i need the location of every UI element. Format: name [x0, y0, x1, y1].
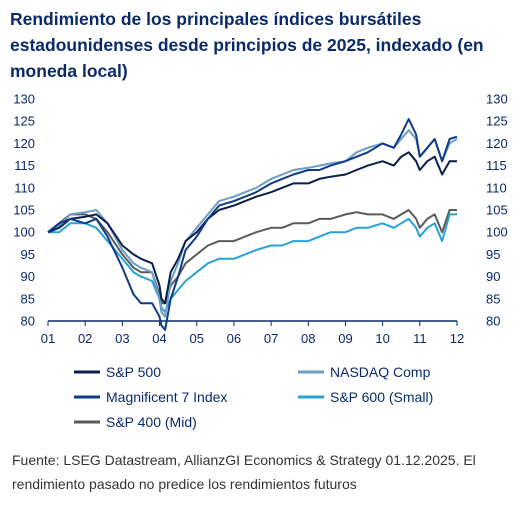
x-tick-label: 05 — [189, 331, 203, 346]
y-tick-label-left: 80 — [21, 314, 35, 329]
source-note: Fuente: LSEG Datastream, AllianzGI Econo… — [12, 452, 476, 492]
y-tick-label-right: 115 — [486, 158, 507, 173]
y-tick-label-right: 95 — [486, 247, 500, 262]
x-tick-label: 11 — [413, 331, 427, 346]
y-tick-label-right: 80 — [486, 314, 500, 329]
y-axis-right: 80 85 90 95 100 105 110 115 120 125 130 — [486, 92, 508, 329]
y-tick-label-right: 90 — [486, 269, 500, 284]
x-tick-label: 03 — [115, 331, 129, 346]
y-tick-label-left: 110 — [14, 180, 35, 195]
legend: S&P 500 NASDAQ Comp Magnificent 7 Index S&P… — [74, 364, 433, 430]
x-tick-label: 08 — [301, 331, 315, 346]
legend-label: NASDAQ Comp — [330, 364, 431, 380]
y-tick-label-left: 95 — [21, 247, 35, 262]
x-axis: 01 02 03 04 05 06 07 08 09 10 11 12 — [41, 320, 464, 346]
chart-title: Rendimiento de los principales índices b… — [10, 9, 484, 81]
x-tick-label: 07 — [264, 331, 278, 346]
y-tick-label-right: 105 — [486, 203, 508, 218]
y-tick-label-left: 130 — [13, 92, 35, 107]
y-tick-label-right: 85 — [486, 291, 500, 306]
series-line-2 — [47, 118, 458, 331]
y-tick-label-right: 130 — [486, 92, 508, 107]
series-lines — [47, 118, 458, 331]
y-tick-label-left: 125 — [13, 114, 35, 129]
legend-label: S&P 500 — [106, 364, 161, 380]
x-tick-label: 12 — [450, 331, 464, 346]
y-tick-label-left: 85 — [21, 291, 35, 306]
x-tick-label: 02 — [78, 331, 92, 346]
x-tick-label: 09 — [338, 331, 352, 346]
y-tick-label-left: 90 — [21, 269, 35, 284]
y-axis-left: 80 85 90 95 100 105 110 115 120 125 130 — [13, 92, 35, 329]
x-tick-label: 04 — [152, 331, 166, 346]
series-line-1 — [47, 129, 458, 318]
legend-label: Magnificent 7 Index — [106, 389, 227, 405]
legend-label: S&P 400 (Mid) — [106, 414, 197, 430]
y-tick-label-left: 115 — [14, 158, 35, 173]
y-tick-label-left: 120 — [13, 136, 35, 151]
x-tick-label: 01 — [41, 331, 55, 346]
y-tick-label-left: 105 — [13, 203, 35, 218]
series-line-4 — [47, 209, 457, 305]
y-tick-label-right: 110 — [486, 180, 507, 195]
y-tick-label-left: 100 — [13, 225, 35, 240]
y-tick-label-right: 125 — [486, 114, 508, 129]
y-tick-label-right: 120 — [486, 136, 508, 151]
series-line-3 — [48, 213, 457, 314]
x-tick-label: 06 — [227, 331, 241, 346]
legend-label: S&P 600 (Small) — [330, 389, 433, 405]
x-tick-label: 10 — [375, 331, 389, 346]
series-line-0 — [47, 151, 457, 305]
y-tick-label-right: 100 — [486, 225, 508, 240]
